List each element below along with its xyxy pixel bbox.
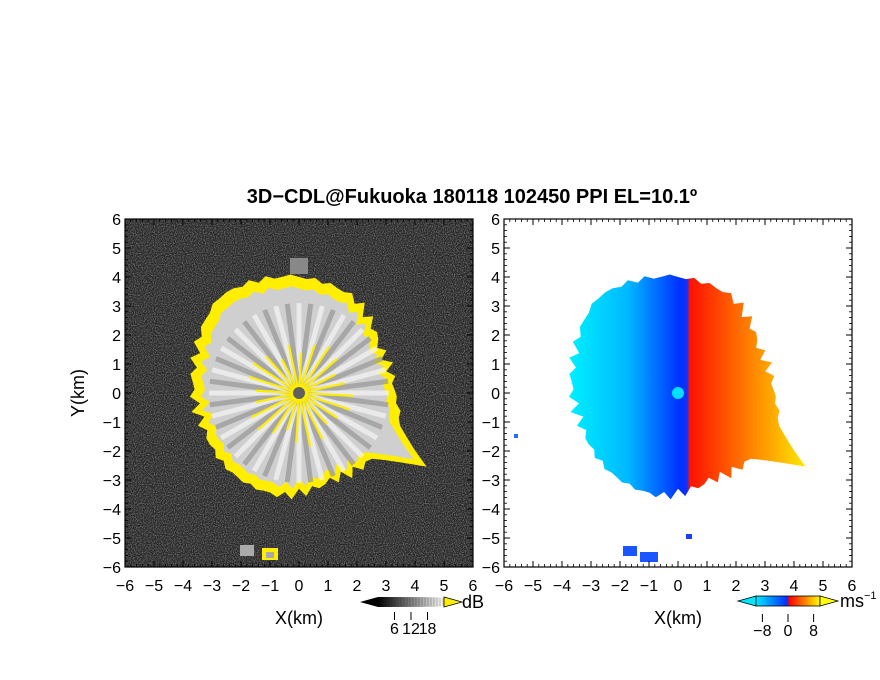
colorbar-gray-ramp [378,597,444,607]
x-tick-label: 6 [469,578,478,595]
chart-title: 3D−CDL@Fukuoka 180118 102450 PPI EL=10.1… [246,186,698,208]
x-tick-label: 1 [324,578,333,595]
y-tick-label: 5 [491,241,500,258]
colorbar-tick-label: 6 [390,621,399,638]
colorbar-high-arrow [443,596,464,608]
x-tick-label: −1 [640,578,658,595]
x-tick-label: −4 [553,578,571,595]
colorbar-low-arrow [736,595,757,607]
right-velocity-field [569,274,806,500]
x-tick-label: 4 [411,578,420,595]
velocity-colorbar: ms−1 −8 0 8 [736,590,877,640]
y-tick-label: 1 [112,357,121,374]
colorbar-tick-label: −8 [753,623,771,640]
x-tick-label: 6 [848,578,857,595]
y-tick-label: −3 [482,473,500,490]
colorbar-tick-label: 12 [402,621,420,638]
y-tick-label: 2 [491,328,500,345]
x-tick-label: 0 [295,578,304,595]
colorbar-velocity-ramp [755,595,821,607]
y-tick-label: −2 [482,444,500,461]
x-tick-label: −3 [203,578,221,595]
colorbar-tick-label: 18 [419,621,437,638]
x-tick-label: 3 [761,578,770,595]
right-radar-center [672,387,684,399]
x-tick-label: 5 [819,578,828,595]
x-tick-label: −2 [611,578,629,595]
left-echo-fragments [240,258,308,560]
y-tick-label: 1 [491,357,500,374]
colorbar-gray-hatching [379,598,444,606]
y-tick-label: 6 [491,212,500,229]
colorbar-low-arrow [360,597,378,607]
x-tick-label: −5 [145,578,163,595]
y-tick-label: −1 [482,415,500,432]
x-tick-label: 2 [732,578,741,595]
y-tick-label: 3 [491,299,500,316]
y-tick-label: 0 [491,386,500,403]
x-tick-label: 3 [382,578,391,595]
x-tick-label: 5 [440,578,449,595]
x-tick-label: −6 [116,578,134,595]
reflectivity-colorbar-unit: dB [462,592,484,612]
left-x-axis-label: X(km) [275,608,323,628]
y-tick-label: 2 [112,328,121,345]
velocity-panel: −6 6 −5 5 −4 4 −3 3 −2 2 −1 1 0 0 1 −1 2 −2 3 −3 4 −4 5 −5 6 −6 [482,212,857,595]
y-tick-label: −2 [103,444,121,461]
y-tick-label: −5 [103,531,121,548]
x-tick-label: −4 [174,578,192,595]
left-ticks: −6 6 −5 5 −4 4 −3 3 −2 2 −1 1 0 0 1 −1 2 −2 3 −3 4 −4 5 −5 6 −6 [103,212,478,595]
left-y-axis-label: Y(km) [68,369,88,417]
y-tick-label: −1 [103,415,121,432]
colorbar-tick-label: 0 [784,623,793,640]
x-tick-label: 0 [674,578,683,595]
x-tick-label: −5 [524,578,542,595]
x-tick-label: 1 [703,578,712,595]
y-tick-label: 3 [112,299,121,316]
y-tick-label: −4 [482,502,500,519]
y-tick-label: −5 [482,531,500,548]
reflectivity-panel: −6 6 −5 5 −4 4 −3 3 −2 2 −1 1 0 0 1 −1 2 −2 3 −3 4 −4 5 −5 6 −6 [103,212,478,595]
y-tick-label: −6 [103,560,121,577]
colorbar-high-arrow [819,595,840,607]
y-tick-label: −4 [103,502,121,519]
y-tick-label: −3 [103,473,121,490]
x-tick-label: −3 [582,578,600,595]
velocity-colorbar-unit: ms−1 [840,590,877,611]
left-radar-center [293,387,305,399]
y-tick-label: 0 [112,386,121,403]
y-tick-label: 5 [112,241,121,258]
y-tick-label: 4 [491,270,500,287]
x-tick-label: −1 [261,578,279,595]
y-tick-label: −6 [482,560,500,577]
x-tick-label: −6 [495,578,513,595]
left-radial-streaks [209,303,389,483]
y-tick-label: 4 [112,270,121,287]
y-tick-label: 6 [112,212,121,229]
right-x-axis-label: X(km) [654,608,702,628]
right-echo-fragments [514,434,692,562]
x-tick-label: −2 [232,578,250,595]
right-ticks: −6 6 −5 5 −4 4 −3 3 −2 2 −1 1 0 0 1 −1 2 −2 3 −3 4 −4 5 −5 6 −6 [482,212,857,595]
colorbar-tick-label: 8 [809,623,818,640]
x-tick-label: 2 [353,578,362,595]
x-tick-label: 4 [790,578,799,595]
